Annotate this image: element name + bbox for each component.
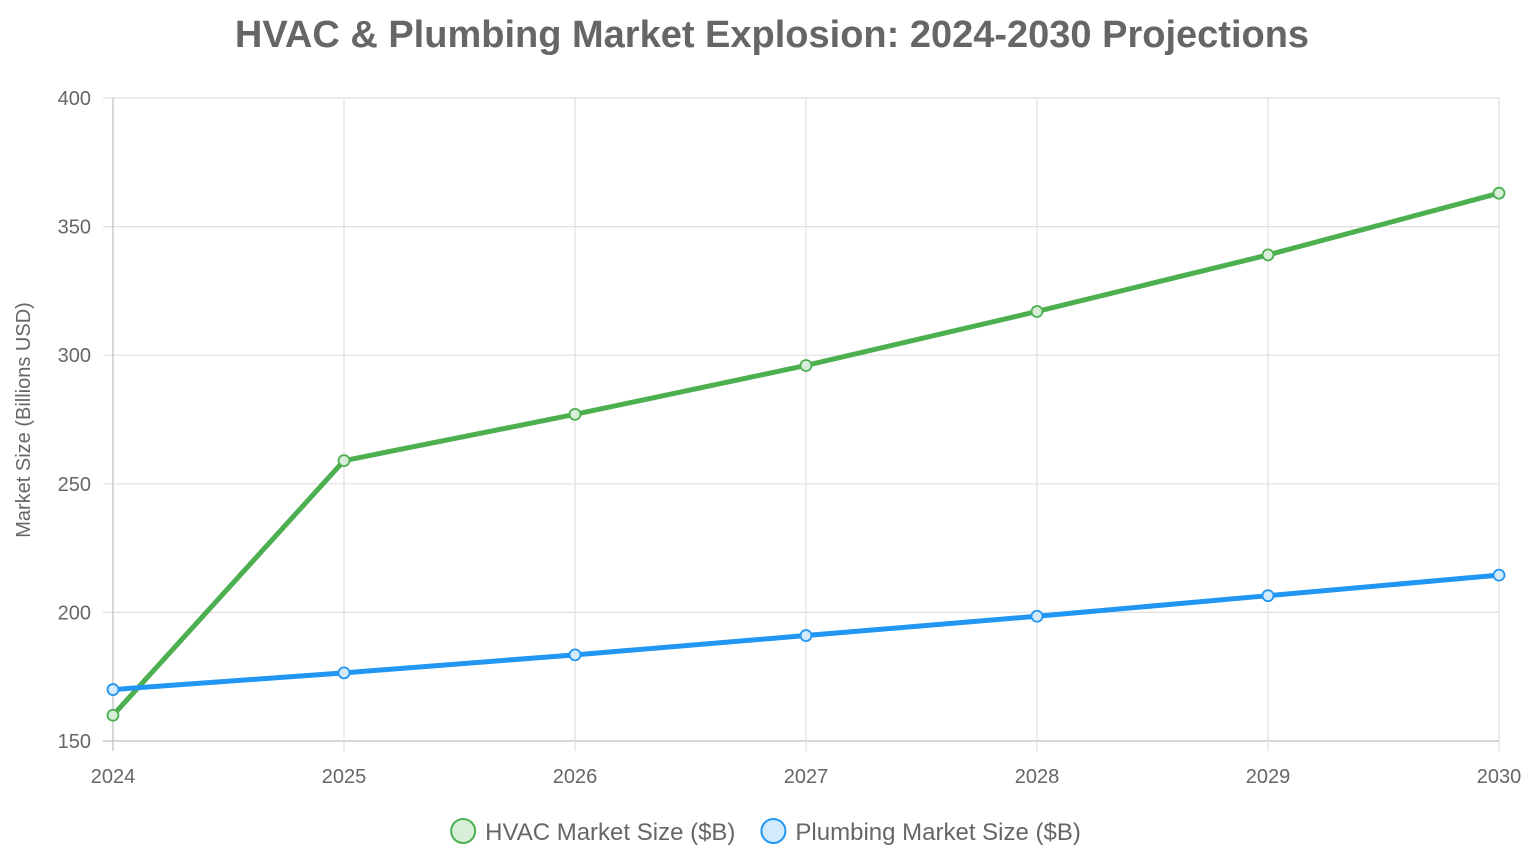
- y-tick-label: 350: [58, 217, 91, 239]
- y-axis-label: Market Size (Billions USD): [13, 302, 35, 538]
- legend-item[interactable]: Plumbing Market Size ($B): [760, 818, 1081, 846]
- y-tick-label: 300: [58, 345, 91, 367]
- x-axis-ticks: 2024 2025 2026 2027 2028 2029 2030: [91, 766, 1522, 788]
- legend-label: Plumbing Market Size ($B): [795, 819, 1080, 846]
- y-tick-label: 250: [58, 474, 91, 496]
- data-point[interactable]: [337, 666, 351, 680]
- data-point[interactable]: [568, 648, 582, 662]
- data-point[interactable]: [106, 708, 120, 722]
- x-tick-label: 2027: [784, 766, 829, 788]
- series-layer: [106, 186, 1506, 722]
- data-point[interactable]: [1492, 568, 1506, 582]
- data-point[interactable]: [1030, 609, 1044, 623]
- x-tick-label: 2030: [1477, 766, 1522, 788]
- x-tick-label: 2024: [91, 766, 136, 788]
- grid-layer: [103, 97, 1500, 751]
- data-point[interactable]: [337, 454, 351, 468]
- y-tick-label: 400: [58, 88, 91, 110]
- y-tick-label: 200: [58, 602, 91, 624]
- data-point[interactable]: [1261, 589, 1275, 603]
- data-point[interactable]: [799, 359, 813, 372]
- legend-marker: [760, 818, 787, 844]
- data-point[interactable]: [1492, 186, 1506, 200]
- y-tick-label: 150: [58, 731, 91, 753]
- series-plumbing: [106, 568, 1506, 696]
- x-tick-label: 2025: [322, 766, 367, 788]
- x-tick-label: 2026: [553, 766, 598, 788]
- chart-title: HVAC & Plumbing Market Explosion: 2024-2…: [235, 14, 1309, 56]
- data-point[interactable]: [568, 407, 582, 421]
- data-point[interactable]: [1261, 248, 1275, 262]
- y-axis-ticks: 150 200 250 300 350 400: [58, 88, 91, 753]
- data-point[interactable]: [799, 629, 813, 642]
- x-tick-label: 2028: [1015, 766, 1060, 788]
- series-hvac: [106, 186, 1506, 722]
- legend: HVAC Market Size ($B) Plumbing Market Siz…: [450, 818, 1081, 846]
- data-point[interactable]: [106, 683, 120, 696]
- legend-item[interactable]: HVAC Market Size ($B): [450, 818, 735, 846]
- legend-label: HVAC Market Size ($B): [485, 819, 735, 846]
- x-tick-label: 2029: [1246, 766, 1291, 788]
- legend-marker: [450, 818, 477, 844]
- data-point[interactable]: [1030, 305, 1044, 318]
